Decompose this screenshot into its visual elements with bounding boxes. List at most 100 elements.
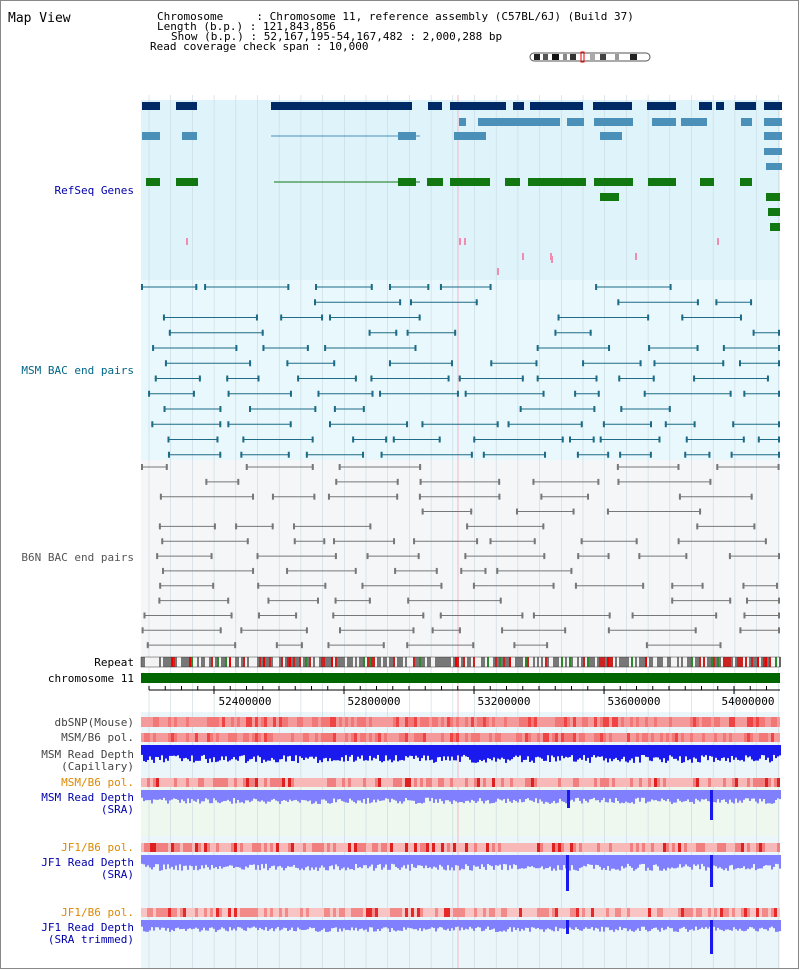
jf1-depth-trim-bar <box>759 920 761 929</box>
msm-b6-pol-cell <box>570 733 573 742</box>
refseq-gene-row6-exon-5 <box>450 178 490 186</box>
jf1-depth-trim-bar <box>305 920 307 930</box>
jf1-b6-pol-trim-cell <box>687 908 690 917</box>
msm-depth-sra-bar <box>413 790 415 801</box>
jf1-depth-sra-bar <box>219 855 221 867</box>
jf1-depth-trim-bar <box>427 920 429 930</box>
repeat-segment <box>361 657 363 667</box>
jf1-b6-pol-trim-cell <box>198 908 201 917</box>
msm-depth-sra-bar <box>485 790 487 801</box>
msm-b6-pol-sra-cell <box>549 778 552 787</box>
msm-b6-pol-sra-label[interactable]: MSM/B6 pol. <box>61 776 134 789</box>
jf1-depth-sra-bar <box>165 855 167 870</box>
msm-depth-cap-bar <box>519 745 521 756</box>
msm-b6-pol-sra-cell <box>357 778 360 787</box>
jf1-depth-trim-bar <box>527 920 529 928</box>
msm-b6-pol-sra-cell <box>153 778 156 787</box>
msm-b6-pol-cell <box>285 733 288 742</box>
jf1-b6-pol-trim-cell <box>504 908 507 917</box>
dbsnp-cell <box>651 717 654 727</box>
jf1-b6-pol-cell <box>273 843 276 852</box>
b6n-bac-end <box>570 567 573 574</box>
repeat-segment <box>625 657 627 667</box>
b6n-bac-end <box>293 523 296 530</box>
msm-b6-pol-cell <box>417 733 420 742</box>
jf1-depth-trim-bar <box>615 920 617 930</box>
msm-b6-pol-sra-cell <box>297 778 300 787</box>
msm-b6-pol-cell <box>486 733 489 742</box>
msm-depth-cap-bar <box>531 745 533 761</box>
msm-b6-pol-sra-cell <box>459 778 462 787</box>
msm-b6-pol-cell <box>546 733 549 742</box>
msm-bac-end <box>315 284 318 290</box>
jf1-b6-pol-trim-cell <box>261 908 264 917</box>
jf1-b6-pol-trim-cell <box>471 908 474 917</box>
jf1-b6-pol-trim-cell <box>243 908 246 917</box>
jf1-depth-sra-bar <box>283 855 285 871</box>
b6n-bac-end <box>496 567 499 574</box>
msm-depth-sra-bar <box>197 790 199 800</box>
jf1-depth-sra-bar <box>655 855 657 865</box>
dbsnp-label[interactable]: dbSNP(Mouse) <box>54 716 134 729</box>
repeat-segment <box>221 657 223 667</box>
jf1-depth-trim-bar <box>501 920 503 932</box>
jf1-b6-pol-cell <box>456 843 459 852</box>
dbsnp-cell <box>147 717 150 727</box>
msm-depth-cap-bar <box>585 745 587 761</box>
jf1-b6-pol-cell <box>378 843 381 852</box>
refseq-mark-4 <box>497 268 499 275</box>
dbsnp-cell <box>762 717 765 727</box>
msm-b6-pol-sra-cell <box>588 778 591 787</box>
repeat-segment <box>177 657 179 667</box>
repeat-segment <box>315 657 317 667</box>
msm-bac-label[interactable]: MSM BAC end pairs <box>21 364 134 377</box>
msm-depth-cap-bar <box>607 745 609 763</box>
repeat-segment <box>335 657 337 667</box>
jf1-depth-sra-bar <box>735 855 737 869</box>
msm-b6-pol-sra-cell <box>753 778 756 787</box>
jf1-depth-trim-bar <box>747 920 749 929</box>
msm-b6-pol-label[interactable]: MSM/B6 pol. <box>61 731 134 744</box>
repeat-segment <box>555 657 557 667</box>
msm-depth-cap-bar <box>443 745 445 757</box>
b6n-bac-end <box>728 553 731 560</box>
msm-depth-sra-bar <box>243 790 245 804</box>
msm-depth-sra-bar <box>415 790 417 804</box>
jf1-depth-sra-label-1[interactable]: JF1 Read Depth <box>41 856 134 869</box>
b6n-bac-label[interactable]: B6N BAC end pairs <box>21 551 134 564</box>
repeat-segment <box>521 657 523 667</box>
b6n-bac-end <box>245 464 248 470</box>
msm-b6-pol-cell <box>369 733 372 742</box>
jf1-depth-sra-bar <box>705 855 707 871</box>
jf1-depth-trim-label-1[interactable]: JF1 Read Depth <box>41 921 134 934</box>
repeat-segment <box>149 657 151 667</box>
msm-bac-end <box>192 390 195 397</box>
msm-b6-pol-sra-cell <box>270 778 273 787</box>
msm-bac-end <box>738 360 741 367</box>
msm-b6-pol-sra-cell <box>354 778 357 787</box>
jf1-depth-sra-bar <box>267 855 269 871</box>
msm-b6-pol-sra-cell <box>312 778 315 787</box>
jf1-b6-pol-cell <box>498 843 501 852</box>
jf1-depth-trim-bar <box>479 920 481 928</box>
dbsnp-cell <box>348 717 351 727</box>
msm-depth-cap-bar <box>655 745 657 758</box>
msm-depth-sra-bar <box>203 790 205 802</box>
refseq-genes-label[interactable]: RefSeq Genes <box>54 184 134 197</box>
jf1-b6-pol-label[interactable]: JF1/B6 pol. <box>61 841 134 854</box>
msm-depth-sra-bar <box>239 790 241 803</box>
jf1-b6-pol-trim-cell <box>255 908 258 917</box>
msm-b6-pol-sra-cell <box>240 778 243 787</box>
msm-depth-cap-label-1[interactable]: MSM Read Depth <box>41 748 134 761</box>
b6n-bac-end <box>580 538 583 545</box>
msm-b6-pol-sra-cell <box>525 778 528 787</box>
msm-bac-end <box>399 299 402 306</box>
msm-b6-pol-cell <box>420 733 423 742</box>
msm-depth-sra-bar <box>385 790 387 799</box>
msm-depth-sra-label-1[interactable]: MSM Read Depth <box>41 791 134 804</box>
jf1-b6-pol-trim-label[interactable]: JF1/B6 pol. <box>61 906 134 919</box>
msm-depth-sra-bar <box>253 790 255 799</box>
jf1-depth-sra-bar <box>297 855 299 869</box>
jf1-depth-trim-bar <box>161 920 163 928</box>
